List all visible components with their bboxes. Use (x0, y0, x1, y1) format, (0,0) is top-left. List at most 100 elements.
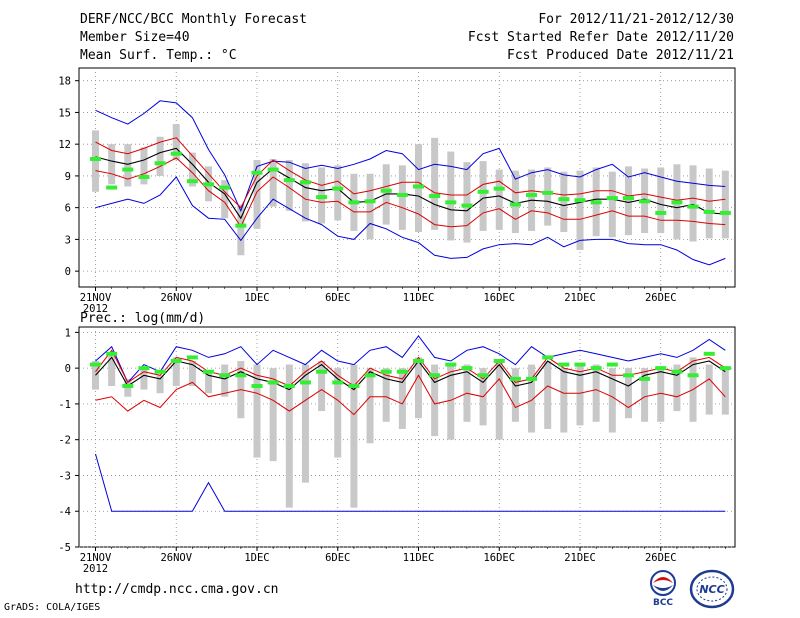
precip-xtick-label: 1DEC (244, 552, 269, 564)
temp-observed-marker (526, 192, 538, 197)
temp-ytick-label: 9 (65, 171, 71, 183)
precip-member-box (721, 368, 729, 415)
temp-observed-marker (348, 200, 360, 205)
temp-observed-marker (639, 199, 651, 204)
temp-member-box (689, 165, 697, 242)
temp-observed-marker (332, 186, 344, 191)
temp-observed-marker (477, 189, 489, 194)
precip-observed-marker (348, 384, 360, 389)
temp-member-box (172, 124, 180, 161)
temp-observed-marker (445, 200, 457, 205)
precip-observed-marker (526, 376, 538, 381)
temp-observed-marker (251, 170, 263, 175)
temp-observed-marker (655, 210, 667, 215)
temp-observed-marker (154, 161, 166, 166)
precip-member-box (188, 360, 196, 387)
temp-member-box (463, 162, 471, 243)
precip-member-box (576, 364, 584, 426)
temp-observed-marker (509, 202, 521, 207)
temp-member-box (334, 165, 342, 221)
precip-observed-marker (719, 366, 731, 371)
temp-observed-marker (380, 188, 392, 193)
precip-ytick-label: 0 (65, 363, 71, 375)
temp-member-box (221, 180, 229, 219)
temp-ytick-label: 12 (58, 139, 71, 151)
temp-observed-marker (396, 192, 408, 197)
precip-ytick-label: -1 (58, 399, 71, 411)
temp-member-box (156, 136, 164, 176)
precip-member-box (382, 368, 390, 422)
temp-member-box (92, 130, 99, 192)
temp-xtick-label: 16DEC (483, 292, 515, 304)
temp-frame (78, 67, 736, 288)
precip-series-mean-sd (95, 349, 726, 387)
precip-member-box (108, 353, 116, 387)
temp-member-box (253, 160, 261, 229)
temp-ytick-label: 3 (65, 234, 71, 246)
precip-variable-label: Prec.: log(mm/d) (80, 311, 206, 326)
temp-member-box (511, 170, 519, 234)
temp-observed-marker (703, 209, 715, 214)
precip-observed-marker (138, 366, 150, 371)
precip-series-mean-sd (95, 374, 726, 416)
temp-observed-marker (364, 199, 376, 204)
temp-observed-marker (170, 151, 182, 156)
temp-member-box (124, 144, 132, 187)
precip-observed-marker (90, 362, 101, 367)
precip-observed-marker (687, 373, 699, 378)
precip-observed-marker (574, 362, 586, 367)
precip-member-box (528, 364, 536, 433)
precip-xtick-label: 26DEC (645, 552, 677, 564)
temp-member-box (705, 168, 713, 239)
precip-xtick-label: 21NOV (80, 552, 112, 564)
precip-observed-marker (622, 373, 634, 378)
temp-observed-marker (590, 200, 602, 205)
temp-member-box (479, 161, 487, 231)
temp-observed-marker (122, 167, 134, 172)
temp-observed-marker (542, 190, 554, 195)
temp-observed-marker (299, 180, 311, 185)
temp-member-box (721, 170, 729, 239)
temp-observed-marker (316, 195, 328, 200)
precip-xtick-label: 26NOV (160, 552, 192, 564)
temp-member-box (544, 167, 552, 226)
precip-member-box (657, 368, 665, 422)
temp-member-box (366, 173, 374, 240)
precip-observed-marker (429, 373, 441, 378)
precip-observed-marker (203, 369, 215, 374)
temp-xtick-label: 21DEC (564, 292, 596, 304)
temp-member-box (140, 147, 148, 185)
precip-observed-marker (445, 362, 457, 367)
precip-member-box (172, 357, 180, 387)
source-url[interactable]: http://cmdp.ncc.cma.gov.cn (75, 582, 279, 597)
temp-member-box (560, 171, 568, 232)
precip-observed-marker (509, 376, 521, 381)
temp-observed-marker (671, 200, 683, 205)
temp-member-box (269, 158, 277, 207)
precip-member-box (205, 371, 213, 394)
precip-observed-marker (413, 358, 424, 363)
precip-member-box (398, 368, 406, 429)
temp-observed-marker (235, 223, 247, 228)
precip-observed-marker (590, 366, 602, 371)
precip-observed-marker (122, 384, 134, 389)
temp-member-box (657, 167, 665, 234)
precip-observed-marker (267, 380, 279, 385)
temp-observed-marker (106, 185, 118, 190)
temp-observed-marker (219, 185, 231, 190)
temp-xtick-label: 11DEC (403, 292, 435, 304)
temp-observed-marker (413, 184, 424, 189)
temp-series-mean-sd (95, 157, 726, 228)
temp-member-box (576, 170, 584, 250)
precip-member-box (447, 364, 455, 440)
temp-ytick-label: 18 (58, 76, 71, 88)
forecast-produced-label: Fcst Produced Date 2012/11/21 (507, 48, 734, 63)
precip-xtick-label: 6DEC (325, 552, 350, 564)
precip-ytick-label: -4 (58, 506, 71, 518)
temp-xtick-label: 21NOV (80, 292, 112, 304)
precip-observed-marker (558, 362, 570, 367)
precip-observed-marker (299, 380, 311, 385)
temp-series-mean-sd (95, 137, 726, 209)
precip-observed-marker (186, 355, 198, 360)
